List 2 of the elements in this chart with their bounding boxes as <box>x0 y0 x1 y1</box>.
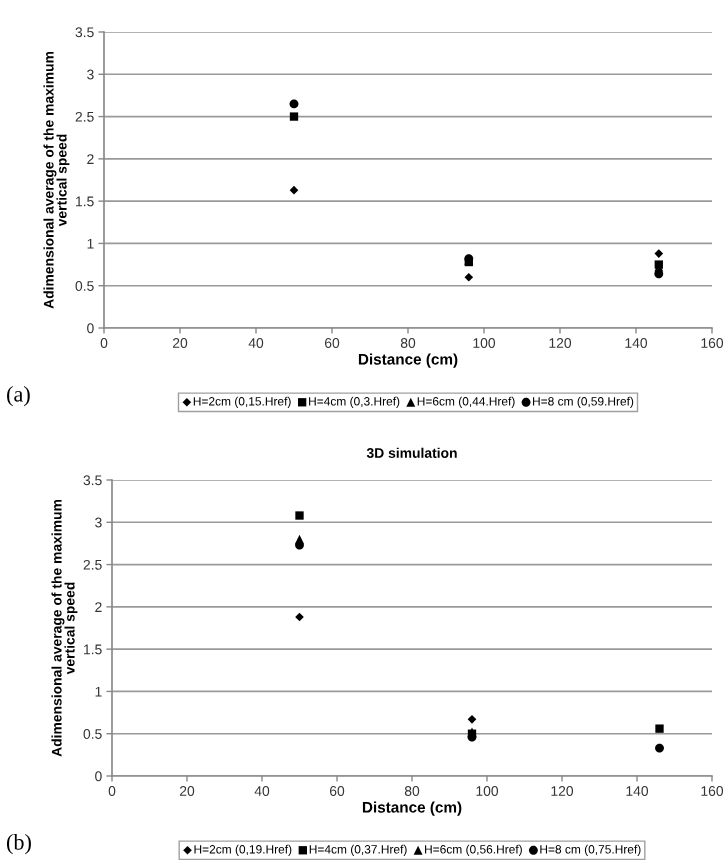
text: (b) <box>6 834 31 855</box>
text: (a) <box>7 386 30 407</box>
